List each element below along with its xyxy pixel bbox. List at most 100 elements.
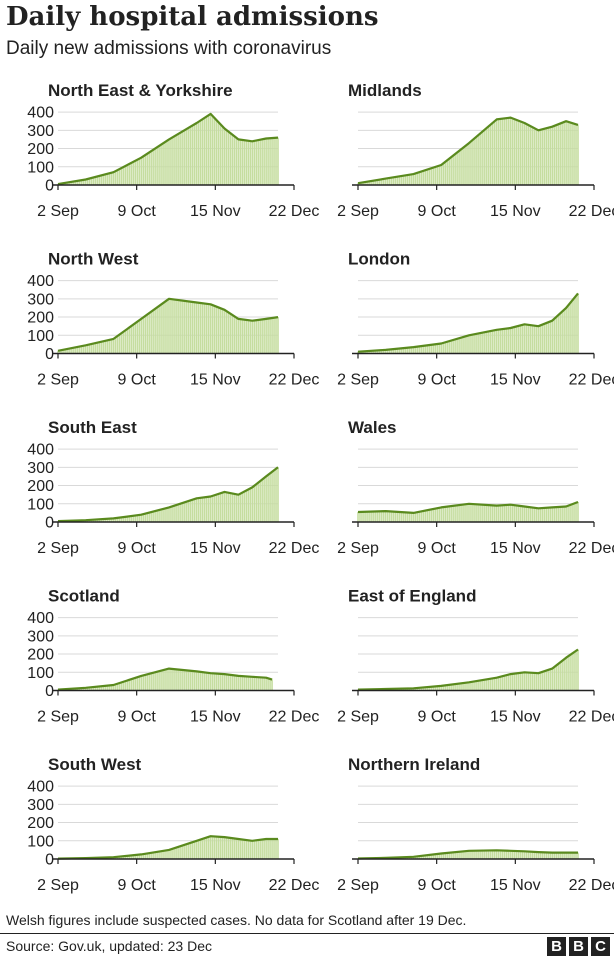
x-tick-label: 15 Nov: [190, 203, 241, 220]
data-bar: [470, 503, 472, 522]
data-bar: [146, 314, 148, 354]
data-bar: [100, 686, 103, 691]
data-bar: [82, 345, 85, 354]
data-bar: [452, 852, 454, 859]
data-bar: [386, 178, 389, 185]
x-tick-label: 2 Sep: [337, 877, 379, 894]
data-bar: [229, 313, 232, 354]
data-bar: [265, 318, 267, 354]
data-bar: [563, 852, 565, 859]
data-bar: [505, 850, 508, 859]
data-bar: [134, 855, 137, 859]
data-bar: [199, 120, 202, 185]
data-bar: [470, 334, 472, 354]
data-bar: [122, 681, 125, 691]
data-bar: [521, 324, 524, 354]
data-bar: [180, 669, 182, 691]
data-bar: [249, 676, 252, 691]
data-bar: [474, 504, 476, 522]
data-bar: [225, 837, 228, 859]
data-bar: [557, 124, 559, 185]
data-bar: [168, 139, 170, 185]
data-bar: [63, 349, 65, 354]
x-tick-label: 2 Sep: [337, 540, 379, 557]
data-bar: [182, 300, 184, 354]
data-bar: [223, 837, 226, 859]
data-bar: [146, 513, 148, 522]
data-bar: [563, 122, 565, 185]
data-bar: [529, 672, 532, 691]
data-bar: [88, 344, 91, 354]
data-bar: [245, 490, 248, 522]
data-bar: [426, 345, 429, 354]
data-bar: [480, 680, 482, 691]
data-bar: [239, 139, 242, 185]
data-bar: [124, 681, 127, 691]
data-bar: [174, 299, 176, 354]
data-bar: [106, 518, 109, 522]
data-bar: [509, 674, 512, 691]
data-bar: [166, 300, 168, 354]
data-bar: [410, 512, 413, 522]
data-bar: [486, 679, 488, 691]
data-bar: [539, 852, 542, 859]
data-bar: [571, 504, 573, 522]
data-bar: [114, 171, 117, 185]
data-bar: [472, 504, 474, 522]
data-bar: [545, 128, 548, 185]
data-bar: [231, 493, 234, 522]
data-bar: [511, 850, 514, 859]
data-bar: [190, 842, 192, 859]
data-bar: [197, 302, 200, 354]
data-bar: [559, 313, 561, 354]
data-bar: [543, 671, 546, 691]
data-bar: [525, 851, 528, 859]
x-tick-label: 22 Dec: [269, 877, 320, 894]
panel-east-of-england: East of England 2 Sep 9 Oct 15 Nov 22 Dec: [337, 587, 614, 726]
data-bar: [180, 845, 182, 859]
page-title: Daily hospital admissions: [6, 2, 379, 32]
y-tick-label: 200: [27, 647, 54, 664]
data-bar: [235, 317, 238, 354]
data-bar: [190, 301, 192, 354]
data-bar: [406, 512, 409, 522]
data-bar: [65, 349, 67, 354]
data-bar: [466, 850, 468, 859]
data-bar: [106, 685, 109, 691]
data-bar: [398, 348, 401, 354]
x-tick-label: 9 Oct: [418, 203, 457, 220]
data-bar: [269, 138, 271, 185]
data-bar: [277, 317, 279, 354]
data-bar: [432, 344, 435, 354]
data-bar: [573, 652, 575, 691]
data-bar: [144, 513, 146, 522]
data-bar: [267, 474, 269, 522]
data-bar: [265, 838, 267, 859]
data-bar: [193, 302, 196, 354]
data-bar: [460, 683, 462, 691]
x-tick-label: 22 Dec: [569, 540, 614, 557]
data-bar: [253, 320, 256, 354]
data-bar: [84, 345, 87, 354]
data-bar: [178, 133, 180, 185]
data-bar: [180, 300, 182, 354]
data-bar: [164, 508, 166, 522]
data-bar: [82, 179, 85, 185]
data-bar: [73, 181, 75, 185]
data-bar: [448, 506, 450, 522]
data-bar: [539, 129, 542, 185]
data-bar: [371, 350, 373, 354]
data-bar: [269, 318, 271, 354]
data-bar: [191, 499, 194, 522]
data-bar: [497, 329, 500, 354]
data-bar: [418, 346, 421, 354]
data-bar: [158, 510, 160, 522]
data-bar: [549, 127, 552, 185]
data-bar: [565, 121, 567, 185]
data-bar: [120, 517, 123, 522]
data-bar: [217, 836, 220, 859]
data-bar: [569, 852, 571, 859]
data-bar: [553, 318, 556, 354]
data-bar: [199, 671, 202, 691]
